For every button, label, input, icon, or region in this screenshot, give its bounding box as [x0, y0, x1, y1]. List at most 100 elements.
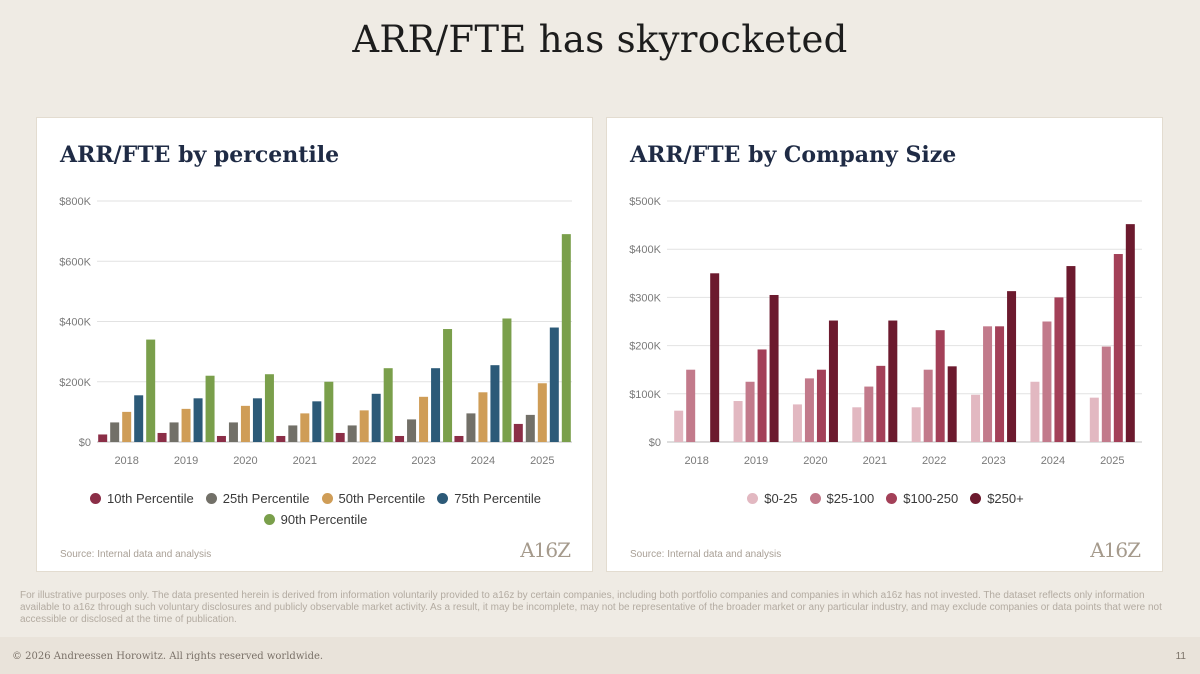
bar-250-2021	[888, 320, 898, 442]
bar-25th-percentile-2025	[525, 414, 535, 442]
x-tick-label: 2018	[684, 455, 708, 467]
bar-25-100-2020	[804, 378, 814, 442]
bar-250-2018	[710, 273, 720, 442]
bar-25-100-2023	[983, 326, 993, 442]
legend-item: $250+	[970, 488, 1024, 509]
bar-0-25-2019	[733, 401, 743, 442]
bar-25-100-2022	[923, 369, 933, 442]
bar-100-250-2019	[757, 349, 767, 442]
bar-10th-percentile-2024	[454, 435, 464, 442]
legend-item: $0-25	[747, 488, 798, 509]
bar-100-250-2024	[1054, 297, 1064, 442]
bar-10th-percentile-2021	[276, 435, 286, 442]
chart-legend: 10th Percentile 25th Percentile 50th Perce…	[57, 488, 574, 530]
legend-swatch	[886, 493, 898, 504]
x-tick-label: 2020	[803, 455, 827, 467]
bar-90th-percentile-2018	[146, 339, 156, 442]
y-tick-label: $100K	[629, 389, 661, 401]
bar-75th-percentile-2018	[134, 395, 144, 442]
company-size-bar-chart: $0 $100K $200K $300K $400K $500K 2018 2019 2020 2…	[629, 196, 1142, 467]
legend-swatch	[809, 493, 821, 504]
bar-0-25-2024	[1030, 381, 1040, 442]
bar-75th-percentile-2023	[431, 368, 441, 442]
y-tick-label: $200K	[629, 341, 661, 353]
x-tick-label: 2025	[1100, 455, 1124, 467]
x-tick-label: 2019	[744, 455, 768, 467]
bar-25th-percentile-2022	[347, 425, 357, 442]
bar-10th-percentile-2025	[513, 423, 523, 442]
legend-item: 75th Percentile	[437, 488, 541, 509]
bar-0-25-2021	[852, 407, 862, 442]
y-tick-label: $400K	[59, 317, 91, 329]
slide-title: ARR/FTE has skyrocketed	[352, 18, 848, 61]
bar-25th-percentile-2021	[288, 425, 298, 442]
page-number: 11	[1175, 651, 1186, 662]
bar-0-25-2018	[674, 410, 684, 442]
bar-0-25-2020	[792, 404, 802, 442]
bar-25-100-2025	[1101, 346, 1111, 442]
x-tick-label: 2021	[863, 455, 887, 467]
bar-25-100-2024	[1042, 321, 1052, 442]
legend-item: 50th Percentile	[321, 488, 425, 509]
bar-250-2019	[769, 294, 779, 442]
bar-90th-percentile-2019	[205, 375, 215, 442]
bar-90th-percentile-2021	[324, 381, 334, 442]
x-tick-label: 2024	[471, 455, 495, 467]
bar-50th-percentile-2019	[181, 408, 191, 442]
bar-250-2023	[1007, 291, 1017, 442]
y-tick-label: $300K	[629, 292, 661, 304]
y-tick-label: $0	[79, 437, 91, 449]
legend-swatch	[263, 514, 275, 525]
y-tick-label: $500K	[629, 196, 661, 208]
legend-swatch	[90, 493, 102, 504]
legend-label: $25-100	[826, 491, 875, 506]
bar-100-250-2023	[995, 326, 1005, 442]
bar-25th-percentile-2024	[466, 413, 476, 442]
x-tick-label: 2022	[352, 455, 376, 467]
bar-10th-percentile-2019	[157, 432, 167, 442]
y-tick-label: $400K	[629, 244, 661, 256]
x-tick-label: 2022	[922, 455, 946, 467]
bar-50th-percentile-2021	[300, 413, 310, 442]
copyright-text: © 2026 Andreessen Horowitz. All rights r…	[12, 651, 324, 662]
y-tick-label: $200K	[59, 377, 91, 389]
y-tick-label: $800K	[59, 196, 91, 208]
bar-100-250-2021	[876, 365, 886, 442]
legend-label: $0-25	[764, 491, 798, 506]
a16z-logo: A16Z	[520, 538, 571, 562]
a16z-logo: A16Z	[1090, 538, 1141, 562]
bar-75th-percentile-2021	[312, 401, 322, 442]
y-tick-label: $600K	[59, 256, 91, 268]
chart-source: Source: Internal data and analysis	[630, 549, 782, 560]
bar-100-250-2020	[816, 369, 826, 442]
bar-50th-percentile-2020	[240, 405, 250, 442]
chart-card-company-size: ARR/FTE by Company Size $0 $100K $200K $300…	[606, 117, 1163, 572]
footer-bar	[0, 637, 1200, 674]
x-tick-label: 2023	[411, 455, 435, 467]
bar-10th-percentile-2020	[216, 435, 226, 442]
legend-item: 10th Percentile	[90, 488, 194, 509]
bar-100-250-2022	[935, 330, 945, 442]
bar-0-25-2025	[1089, 397, 1099, 442]
bar-50th-percentile-2023	[419, 396, 429, 442]
legend-item: 90th Percentile	[263, 509, 367, 530]
legend-swatch	[747, 493, 759, 504]
bar-25-100-2018	[686, 369, 696, 442]
bar-25th-percentile-2018	[110, 422, 120, 442]
bar-25th-percentile-2020	[228, 422, 238, 442]
bar-50th-percentile-2025	[537, 383, 547, 442]
bar-90th-percentile-2023	[443, 329, 453, 442]
bar-10th-percentile-2023	[395, 435, 405, 442]
bar-25th-percentile-2023	[407, 419, 417, 442]
legend-label: $250+	[987, 491, 1024, 506]
x-tick-label: 2021	[293, 455, 317, 467]
legend-item: $100-250	[886, 488, 958, 509]
bar-75th-percentile-2019	[193, 398, 203, 442]
bar-90th-percentile-2020	[264, 374, 274, 442]
legend-label: 25th Percentile	[222, 491, 310, 506]
bar-50th-percentile-2018	[122, 411, 132, 442]
bar-50th-percentile-2022	[359, 410, 369, 442]
legend-item: $25-100	[809, 488, 875, 509]
chart-card-percentile: ARR/FTE by percentile $0 $200K $400K $600K $…	[36, 117, 593, 572]
x-tick-label: 2020	[233, 455, 257, 467]
